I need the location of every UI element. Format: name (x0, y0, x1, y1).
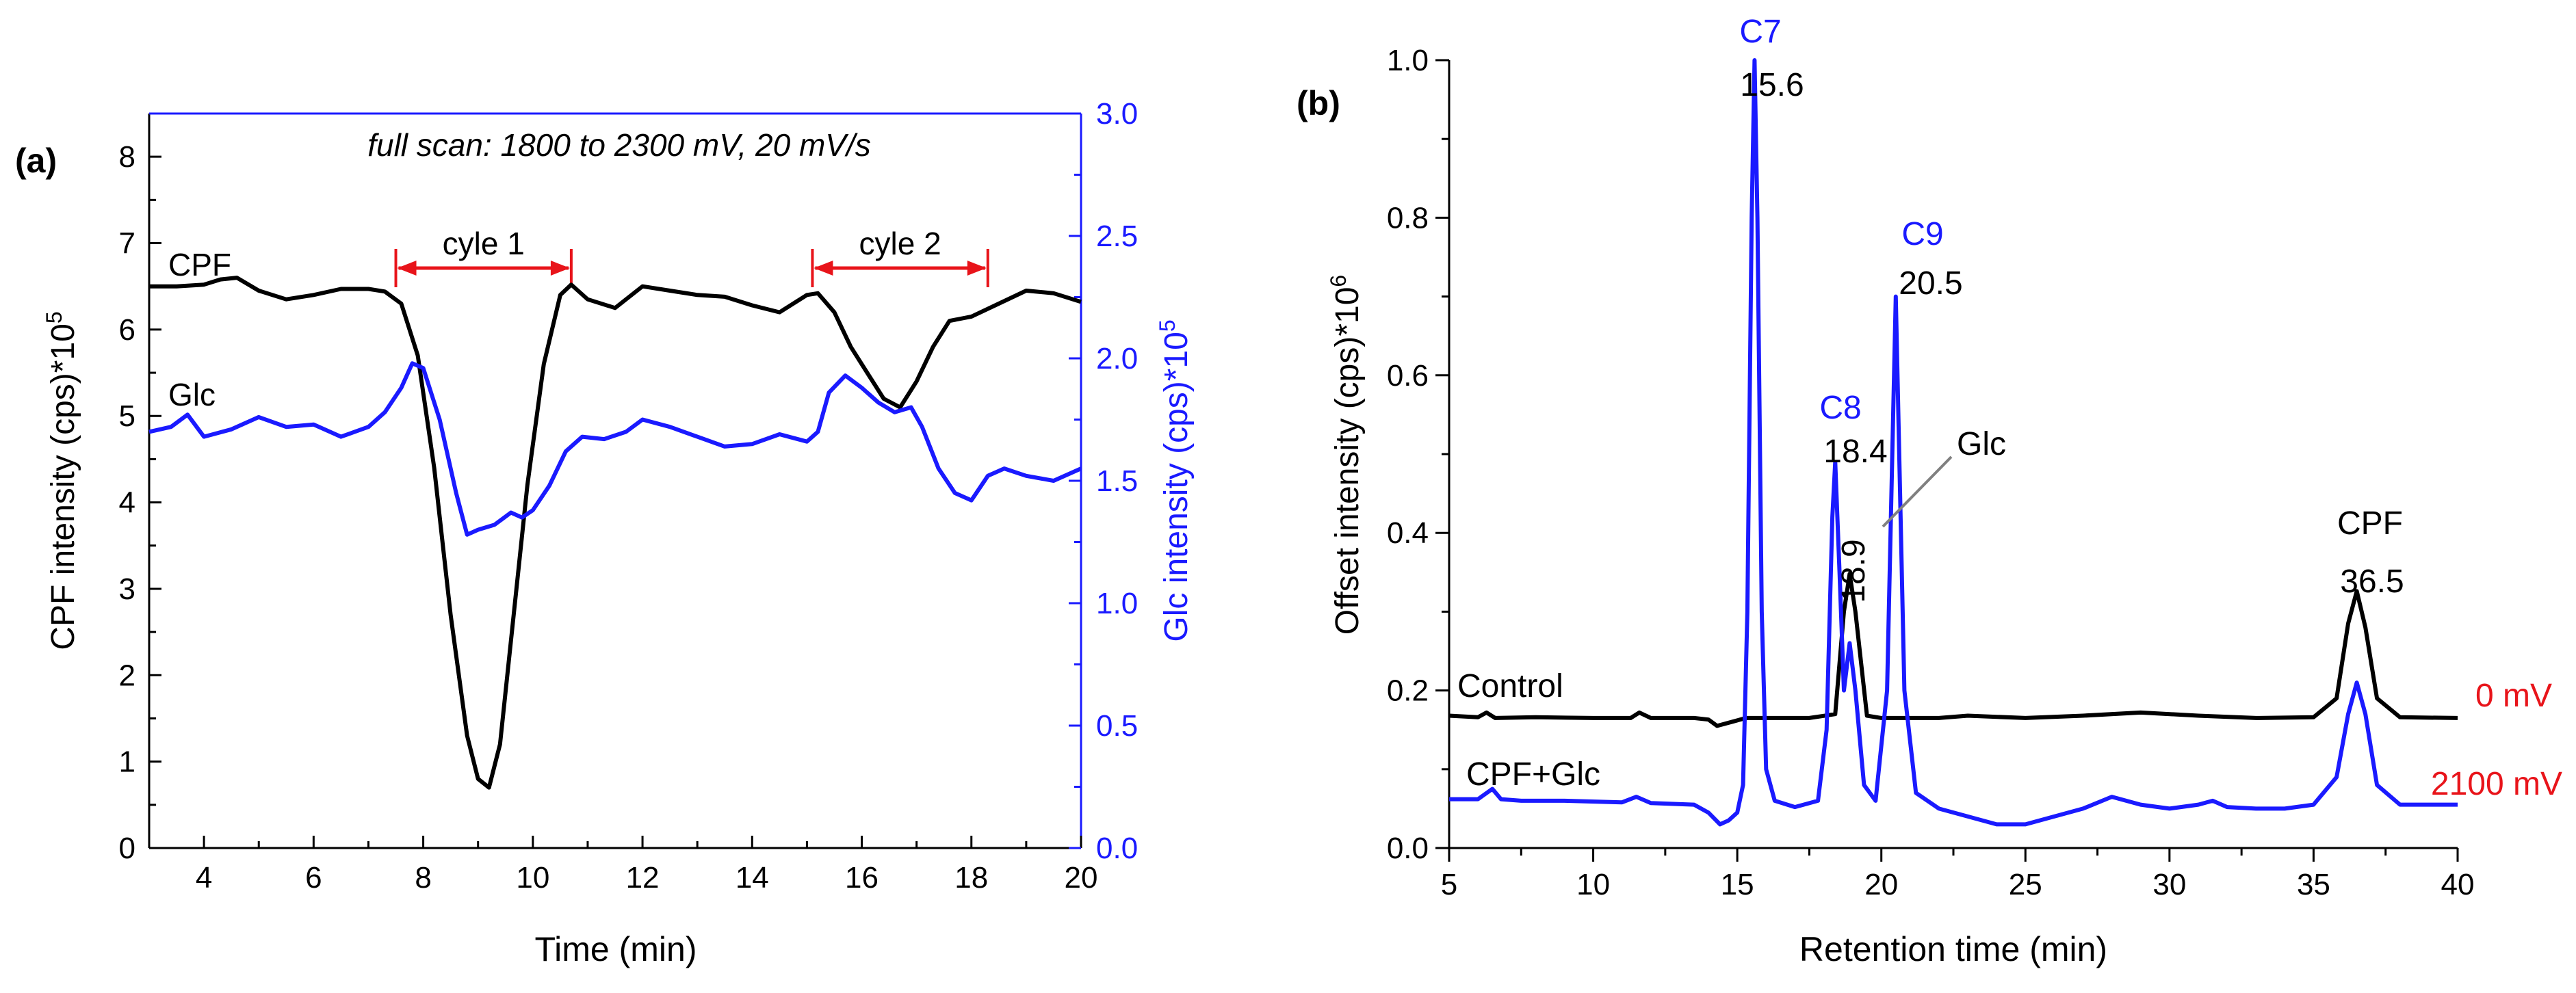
panel-b-x-tick-label: 15 (1721, 868, 1754, 901)
cpf-glc-series-label: CPF+Glc (1466, 756, 1600, 793)
panel-a-x-tick-label: 14 (736, 861, 769, 895)
peak-cpf-name: CPF (2337, 505, 2403, 542)
cycle-label: cyle 2 (859, 226, 941, 261)
glc-peak-label: Glc (1957, 426, 2006, 462)
glc-leader-line (1882, 455, 1953, 528)
panel-a-x-tick-label: 12 (626, 861, 660, 895)
peak-c8-rt: 18.4 (1823, 434, 1887, 470)
panel-b-x-axis-label: Retention time (min) (1799, 930, 2107, 968)
panel-a-left-tick-label: 3 (119, 572, 135, 606)
panel-b-y-tick-label: 1.0 (1387, 44, 1429, 77)
panel-a-right-tick-label: 2.5 (1096, 220, 1138, 253)
cycle-label: cyle 1 (443, 226, 525, 261)
cycle-arrowhead-left (397, 261, 417, 276)
glc-peak-rt: 18.9 (1836, 539, 1872, 603)
panel-a-right-tick-label: 1.0 (1096, 587, 1138, 620)
panel-a-left-tick-label: 1 (119, 745, 135, 779)
peak-cpf-rt: 36.5 (2340, 564, 2404, 600)
panel-b-ticks: 5 10 15 20 25 30 35 40 0.0 0.2 0.4 0.6 0.8 1.0 (1387, 44, 2475, 901)
panel-b-x-tick-label: 20 (1864, 868, 1898, 901)
panel-a-left-tick-label: 4 (119, 486, 135, 520)
cycle-arrowhead-right (967, 261, 987, 276)
peak-c9-name: C9 (1901, 216, 1943, 252)
scan-annotation: full scan: 1800 to 2300 mV, 20 mV/s (367, 127, 871, 163)
glc-series-label: Glc (168, 377, 216, 412)
cpf-series-line (149, 276, 1082, 790)
panel-a-left-y-label: CPF intensity (cps)*105 (42, 311, 81, 650)
cpf-series-label: CPF (168, 247, 231, 282)
panel-a-x-tick-label: 10 (516, 861, 549, 895)
cycle-arrowhead-right (550, 261, 570, 276)
panel-a-x-tick-label: 16 (845, 861, 879, 895)
panel-b-y-axis-label: Offset intensity (cps)*106 (1326, 275, 1366, 635)
control-series-label: Control (1457, 668, 1563, 704)
panel-a: (a) 4 6 8 10 12 14 16 18 200123456780.00.51.01.5… (15, 97, 1195, 968)
panel-b-y-tick-label: 0.4 (1387, 516, 1429, 550)
cycle-markers: cyle 1 cyle 2 (394, 226, 989, 287)
panel-a-left-tick-label: 7 (119, 227, 135, 261)
panel-b-x-tick-label: 30 (2152, 868, 2186, 901)
panel-a-right-tick-label: 1.5 (1096, 464, 1138, 498)
control-series-line (1448, 572, 2458, 728)
panel-a-x-axis-label: Time (min) (534, 930, 697, 968)
panel-a-label: (a) (15, 142, 57, 180)
panel-b-x-tick-label: 25 (2009, 868, 2042, 901)
panel-a-x-tick-label: 8 (415, 861, 431, 895)
panel-a-left-tick-label: 8 (119, 140, 135, 174)
peak-c9-rt: 20.5 (1899, 265, 1962, 302)
panel-a-ticks: 4 6 8 10 12 14 16 18 200123456780.00.51.01.52.02… (119, 97, 1139, 895)
cpf-glc-series-line (1449, 58, 2458, 827)
panel-b-x-tick-label: 40 (2441, 868, 2475, 901)
panel-b-label: (b) (1297, 84, 1340, 122)
panel-a-right-tick-label: 0.5 (1096, 709, 1138, 743)
peak-c8-name: C8 (1819, 390, 1861, 426)
panel-a-right-y-label: Glc intensity (cps)*105 (1155, 319, 1195, 641)
panel-a-left-tick-label: 5 (119, 399, 135, 433)
mix-voltage-label: 2100 mV (2431, 766, 2562, 802)
panel-b-x-tick-label: 35 (2297, 868, 2330, 901)
panel-b-x-tick-label: 10 (1576, 868, 1610, 901)
panel-a-x-tick-label: 4 (196, 861, 212, 895)
panel-b-y-tick-label: 0.8 (1387, 201, 1429, 235)
panel-b-x-tick-label: 5 (1441, 868, 1457, 901)
panel-a-left-tick-label: 2 (119, 659, 135, 692)
control-voltage-label: 0 mV (2475, 678, 2552, 714)
peak-c7-name: C7 (1739, 14, 1781, 50)
panel-b-y-tick-label: 0.6 (1387, 359, 1429, 393)
panel-b-y-tick-label: 0.0 (1387, 832, 1429, 865)
panel-a-x-tick-label: 6 (305, 861, 322, 895)
panel-a-left-tick-label: 6 (119, 313, 135, 347)
panel-a-x-tick-label: 18 (954, 861, 988, 895)
glc-series-line (148, 361, 1082, 537)
cycle-arrowhead-left (814, 261, 833, 276)
panel-a-right-tick-label: 2.0 (1096, 342, 1138, 375)
panel-a-left-tick-label: 0 (119, 832, 135, 865)
panel-b-y-tick-label: 0.2 (1387, 674, 1429, 708)
panel-a-x-tick-label: 20 (1065, 861, 1098, 895)
peak-c7-rt: 15.6 (1740, 67, 1804, 103)
panel-a-right-tick-label: 3.0 (1096, 97, 1138, 131)
panel-a-right-tick-label: 0.0 (1096, 832, 1138, 865)
panel-b: (b) 5 10 15 20 25 30 35 40 0.0 0.2 0.4 0.6 0.8 1.0 Co… (1297, 14, 2562, 968)
